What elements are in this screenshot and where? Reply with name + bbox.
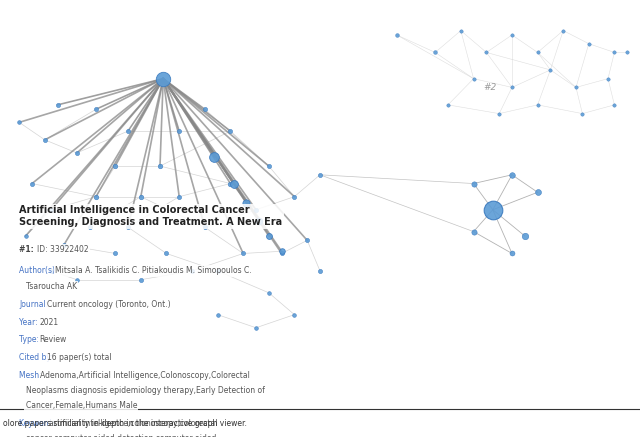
Point	[155, 163, 165, 170]
Point	[254, 217, 264, 224]
Text: Cited by:: Cited by:	[19, 353, 56, 362]
Point	[289, 311, 300, 318]
Point	[545, 66, 556, 73]
Point	[212, 311, 223, 318]
Point	[315, 171, 325, 178]
Point	[456, 27, 466, 34]
Text: Review: Review	[39, 336, 67, 344]
Point	[468, 180, 479, 187]
Text: Type:: Type:	[19, 336, 42, 344]
Point	[609, 49, 620, 56]
Text: Current oncology (Toronto, Ont.): Current oncology (Toronto, Ont.)	[47, 300, 171, 309]
Point	[430, 49, 440, 56]
Point	[468, 228, 479, 235]
Point	[507, 171, 517, 178]
Point	[289, 193, 300, 200]
Point	[584, 40, 594, 47]
Text: ID: 33922402: ID: 33922402	[37, 245, 89, 254]
Point	[609, 101, 620, 108]
Point	[72, 149, 82, 156]
Text: 2021: 2021	[39, 318, 58, 326]
Point	[110, 163, 120, 170]
Point	[468, 75, 479, 82]
Point	[27, 180, 37, 187]
Point	[622, 49, 632, 56]
Point	[59, 241, 69, 248]
Point	[40, 136, 50, 143]
Point	[228, 180, 239, 187]
Text: cancer,computer aided detection,computer aided: cancer,computer aided detection,computer…	[26, 434, 216, 437]
Point	[158, 75, 168, 82]
Point	[91, 106, 101, 113]
Point	[110, 250, 120, 257]
Text: 16 paper(s) total: 16 paper(s) total	[47, 353, 112, 362]
Point	[507, 250, 517, 257]
Text: Artificial Intelligence in Colorectal Cancer
Screening, Diagnosis and Treatment.: Artificial Intelligence in Colorectal Ca…	[19, 205, 282, 227]
Point	[14, 119, 24, 126]
Point	[225, 128, 236, 135]
Point	[200, 224, 210, 231]
Point	[251, 206, 261, 213]
Point	[136, 193, 146, 200]
Point	[136, 276, 146, 283]
Text: Mitsala A. Tsalikidis C. Pitiakoudis M. Simopoulos C.: Mitsala A. Tsalikidis C. Pitiakoudis M. …	[55, 266, 252, 275]
Point	[520, 232, 530, 239]
Point	[302, 237, 312, 244]
Point	[84, 224, 95, 231]
Point	[200, 106, 210, 113]
Point	[392, 31, 402, 38]
Point	[187, 267, 197, 274]
Point	[20, 232, 31, 239]
Point	[212, 267, 223, 274]
Point	[558, 27, 568, 34]
Point	[603, 75, 613, 82]
Point	[532, 49, 543, 56]
Text: olore papers similarity in-depth in the interactive graph viewer.: olore papers similarity in-depth in the …	[3, 420, 246, 428]
Point	[225, 180, 236, 187]
Point	[161, 250, 172, 257]
Text: Year:: Year:	[19, 318, 40, 326]
Text: Author(s):: Author(s):	[19, 266, 60, 275]
Point	[507, 31, 517, 38]
Text: Cancer,Female,Humans Male: Cancer,Female,Humans Male	[26, 401, 137, 410]
Point	[72, 276, 82, 283]
Point	[494, 110, 504, 117]
Text: artificial intelligence,colonoscopy,colorectal: artificial intelligence,colonoscopy,colo…	[49, 419, 218, 428]
Point	[174, 128, 184, 135]
Point	[209, 154, 220, 161]
Text: Adenoma,Artificial Intelligence,Colonoscopy,Colorectal: Adenoma,Artificial Intelligence,Colonosc…	[40, 371, 250, 380]
Point	[577, 110, 588, 117]
Point	[174, 193, 184, 200]
Point	[123, 224, 133, 231]
Point	[264, 163, 274, 170]
Text: Keywords:: Keywords:	[19, 419, 61, 428]
Text: #1:: #1:	[19, 245, 36, 254]
Point	[238, 250, 248, 257]
Point	[443, 101, 453, 108]
Point	[276, 250, 287, 257]
Point	[507, 84, 517, 91]
Point	[276, 248, 287, 255]
Point	[251, 324, 261, 331]
Point	[52, 101, 63, 108]
Point	[488, 206, 498, 213]
Point	[241, 200, 252, 207]
Point	[315, 267, 325, 274]
Text: Neoplasms diagnosis epidemiology therapy,Early Detection of: Neoplasms diagnosis epidemiology therapy…	[26, 386, 264, 395]
Point	[264, 289, 274, 296]
Point	[481, 49, 492, 56]
Point	[264, 232, 274, 239]
Text: Mesh:: Mesh:	[19, 371, 44, 380]
Text: #2: #2	[483, 83, 497, 92]
Text: Tsaroucha AK: Tsaroucha AK	[26, 282, 77, 291]
Point	[532, 101, 543, 108]
Text: Journal:: Journal:	[19, 300, 51, 309]
Point	[46, 267, 56, 274]
Point	[123, 128, 133, 135]
Point	[91, 193, 101, 200]
Point	[46, 206, 56, 213]
Point	[571, 84, 581, 91]
Point	[532, 189, 543, 196]
